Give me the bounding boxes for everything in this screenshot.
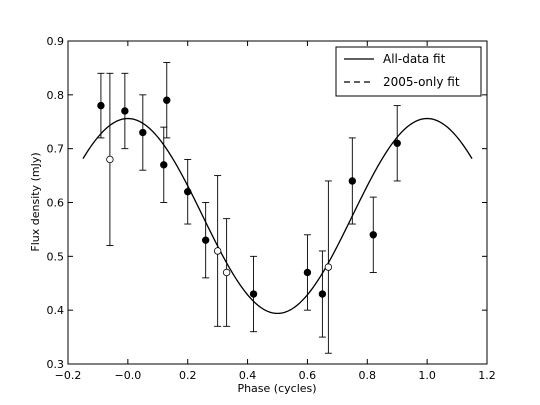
x-tick-label-3: 0.4 xyxy=(239,369,257,382)
fit-curve-layer xyxy=(82,117,473,315)
data-point-open-3 xyxy=(324,263,333,271)
y-tick-label-6: 0.9 xyxy=(47,35,65,48)
data-point-filled-0 xyxy=(97,101,105,110)
legend-label-all-data: All-data fit xyxy=(383,52,446,66)
legend: All-data fit 2005-only fit xyxy=(335,46,482,97)
data-point-filled-6 xyxy=(201,236,210,244)
ticks-layer: −0.2 −0.0 0.2 0.4 0.6 0.8 1.0 1.2 0.3 0.4 0.5 0.6 0.… xyxy=(47,35,496,382)
data-point-filled-7 xyxy=(249,290,258,298)
data-point-open-0 xyxy=(106,155,114,164)
y-tick-label-2: 0.5 xyxy=(47,250,65,263)
data-point-filled-10 xyxy=(348,177,357,185)
data-point-filled-1 xyxy=(121,107,129,115)
data-point-filled-3 xyxy=(160,161,168,169)
x-tick-label-0: −0.2 xyxy=(55,369,82,382)
x-axis-label: Phase (cycles) xyxy=(237,382,316,395)
x-tick-label-2: 0.2 xyxy=(179,369,197,382)
y-tick-label-5: 0.8 xyxy=(47,89,65,102)
data-point-filled-4 xyxy=(163,96,171,104)
y-tick-label-1: 0.4 xyxy=(47,304,65,317)
data-point-filled-8 xyxy=(303,268,312,277)
y-tick-label-3: 0.6 xyxy=(47,197,65,210)
legend-label-2005-only: 2005-only fit xyxy=(383,75,460,89)
legend-box xyxy=(335,46,482,97)
x-tick-label-7: 1.2 xyxy=(478,369,496,382)
data-point-open-1 xyxy=(213,247,222,255)
y-axis-label: Flux density (mJy) xyxy=(29,152,42,251)
data-point-open-2 xyxy=(222,268,231,277)
y-tick-label-4: 0.7 xyxy=(47,143,65,156)
points-layer xyxy=(97,96,401,298)
data-point-filled-5 xyxy=(184,188,192,196)
x-tick-label-6: 1.0 xyxy=(418,369,436,382)
x-tick-label-5: 0.8 xyxy=(359,369,377,382)
x-tick-label-4: 0.6 xyxy=(299,369,317,382)
data-point-filled-9 xyxy=(318,290,327,298)
x-tick-label-1: −0.0 xyxy=(114,369,141,382)
data-point-filled-2 xyxy=(139,128,147,137)
all-data-fit-line xyxy=(82,117,473,315)
data-point-filled-12 xyxy=(393,139,401,147)
y-tick-label-0: 0.3 xyxy=(47,358,65,371)
data-point-filled-11 xyxy=(369,231,377,239)
